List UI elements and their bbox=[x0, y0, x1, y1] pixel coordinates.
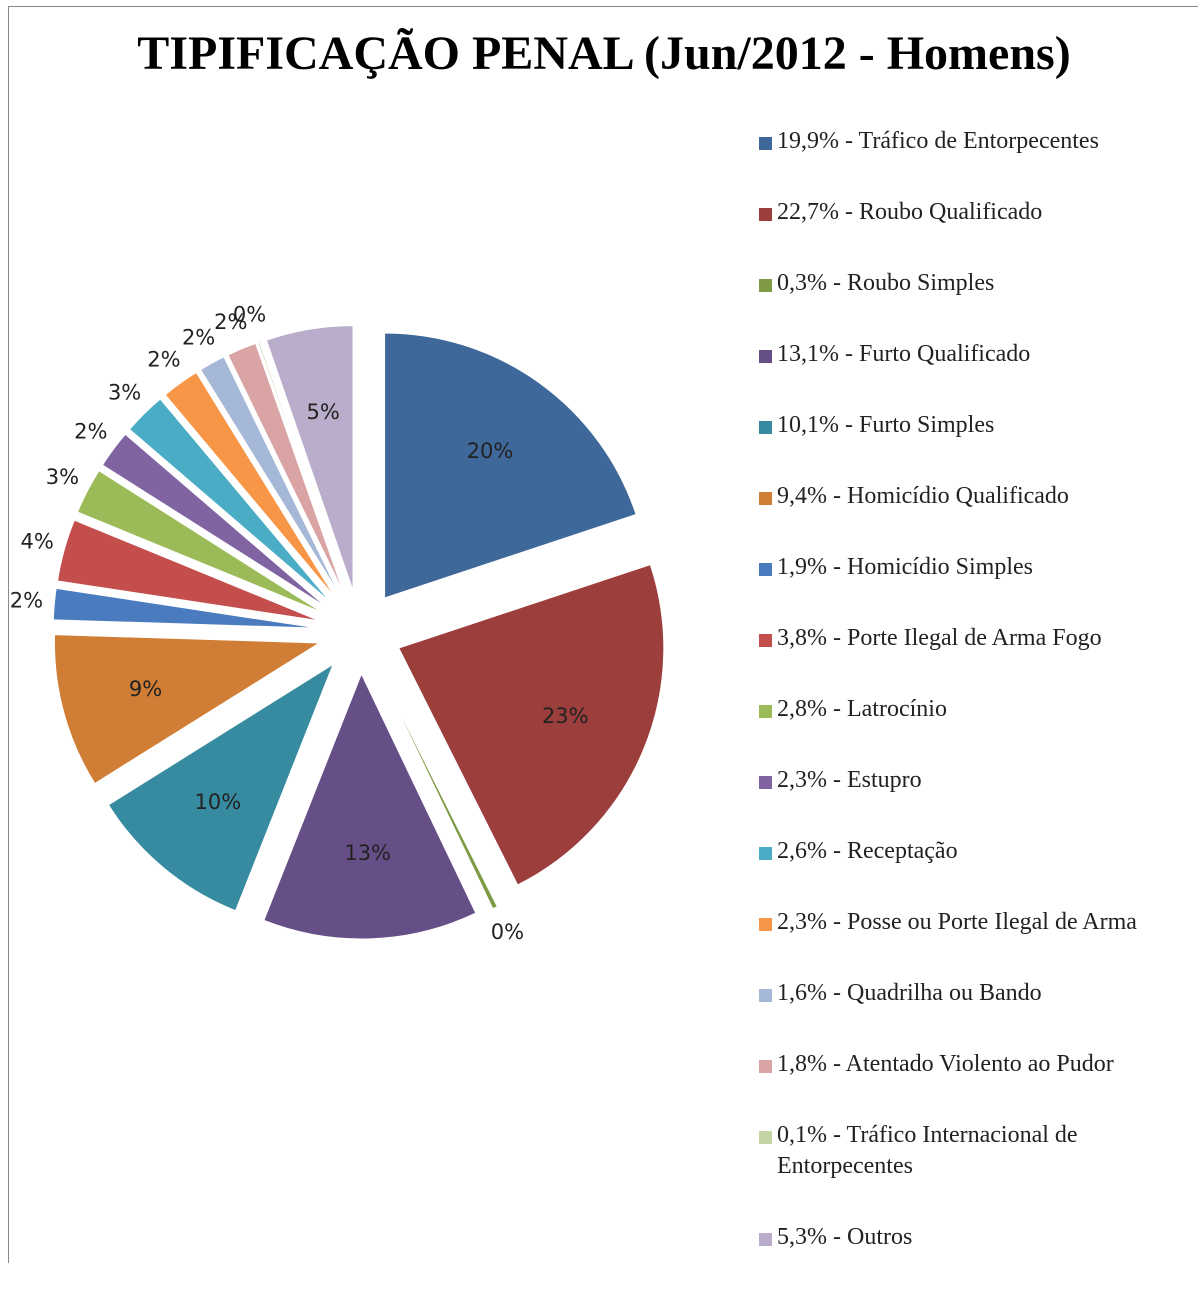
legend-item: 13,1% - Furto Qualificado bbox=[756, 339, 1176, 370]
legend-label: 19,9% - Tráfico de Entorpecentes bbox=[777, 128, 1099, 154]
legend-label: 13,1% - Furto Qualificado bbox=[777, 341, 1030, 367]
legend-swatch bbox=[758, 420, 773, 435]
legend-item: 0,1% - Tráfico Internacional de Entorpec… bbox=[756, 1120, 1176, 1182]
legend-swatch bbox=[758, 562, 773, 577]
legend-label: 0,1% - Tráfico Internacional de Entorpec… bbox=[777, 1122, 1078, 1179]
legend-label: 2,3% - Estupro bbox=[777, 767, 922, 793]
data-label: 3% bbox=[108, 381, 141, 405]
legend-swatch bbox=[758, 1232, 773, 1247]
data-label: 13% bbox=[344, 841, 391, 865]
data-label: 23% bbox=[542, 704, 589, 728]
legend-item: 1,6% - Quadrilha ou Bando bbox=[756, 978, 1176, 1009]
legend-label: 2,6% - Receptação bbox=[777, 838, 958, 864]
legend-item: 2,8% - Latrocínio bbox=[756, 694, 1176, 725]
legend-item: 2,6% - Receptação bbox=[756, 836, 1176, 867]
legend-swatch bbox=[758, 491, 773, 506]
legend-label: 0,3% - Roubo Simples bbox=[777, 270, 994, 296]
legend-label: 1,8% - Atentado Violento ao Pudor bbox=[777, 1051, 1114, 1077]
legend-label: 22,7% - Roubo Qualificado bbox=[777, 199, 1042, 225]
legend-swatch bbox=[758, 278, 773, 293]
data-label: 3% bbox=[46, 465, 79, 489]
legend-label: 2,8% - Latrocínio bbox=[777, 696, 947, 722]
legend-item: 10,1% - Furto Simples bbox=[756, 410, 1176, 441]
legend-swatch bbox=[758, 207, 773, 222]
legend-label: 1,6% - Quadrilha ou Bando bbox=[777, 980, 1042, 1006]
data-label: 4% bbox=[20, 530, 53, 554]
legend-swatch bbox=[758, 917, 773, 932]
data-label: 10% bbox=[194, 790, 241, 814]
legend-swatch bbox=[758, 1130, 773, 1145]
data-label: 20% bbox=[467, 439, 514, 463]
data-label: 2% bbox=[182, 325, 215, 349]
page: TIPIFICAÇÃO PENAL (Jun/2012 - Homens) 20… bbox=[0, 0, 1198, 1263]
legend-item: 2,3% - Posse ou Porte Ilegal de Arma bbox=[756, 907, 1176, 938]
data-label: 2% bbox=[10, 589, 43, 613]
legend-swatch bbox=[758, 775, 773, 790]
legend-item: 5,3% - Outros bbox=[756, 1222, 1176, 1253]
legend-swatch bbox=[758, 988, 773, 1003]
data-label: 9% bbox=[129, 677, 162, 701]
legend-item: 9,4% - Homicídio Qualificado bbox=[756, 481, 1176, 512]
data-label: 2% bbox=[147, 347, 180, 371]
pie-slice bbox=[385, 333, 637, 598]
legend-label: 2,3% - Posse ou Porte Ilegal de Arma bbox=[777, 909, 1137, 935]
legend-swatch bbox=[758, 846, 773, 861]
data-label: 0% bbox=[491, 920, 524, 944]
legend-item: 1,9% - Homicídio Simples bbox=[756, 552, 1176, 583]
legend-item: 22,7% - Roubo Qualificado bbox=[756, 197, 1176, 228]
legend-item: 0,3% - Roubo Simples bbox=[756, 268, 1176, 299]
legend-item: 1,8% - Atentado Violento ao Pudor bbox=[756, 1049, 1176, 1080]
legend-swatch bbox=[758, 633, 773, 648]
legend-label: 1,9% - Homicídio Simples bbox=[777, 554, 1033, 580]
legend: 19,9% - Tráfico de Entorpecentes 22,7% - … bbox=[756, 126, 1176, 1293]
legend-item: 3,8% - Porte Ilegal de Arma Fogo bbox=[756, 623, 1176, 654]
legend-item: 2,3% - Estupro bbox=[756, 765, 1176, 796]
legend-swatch bbox=[758, 704, 773, 719]
legend-label: 3,8% - Porte Ilegal de Arma Fogo bbox=[777, 625, 1102, 651]
legend-label: 9,4% - Homicídio Qualificado bbox=[777, 483, 1069, 509]
chart-title: TIPIFICAÇÃO PENAL (Jun/2012 - Homens) bbox=[137, 27, 1070, 80]
legend-item: 19,9% - Tráfico de Entorpecentes bbox=[756, 126, 1176, 157]
data-label: 2% bbox=[74, 420, 107, 444]
data-label: 0% bbox=[233, 303, 266, 327]
legend-label: 5,3% - Outros bbox=[777, 1224, 912, 1250]
legend-label: 10,1% - Furto Simples bbox=[777, 412, 994, 438]
legend-swatch bbox=[758, 1059, 773, 1074]
data-label: 5% bbox=[307, 400, 340, 424]
legend-swatch bbox=[758, 136, 773, 151]
legend-swatch bbox=[758, 349, 773, 364]
